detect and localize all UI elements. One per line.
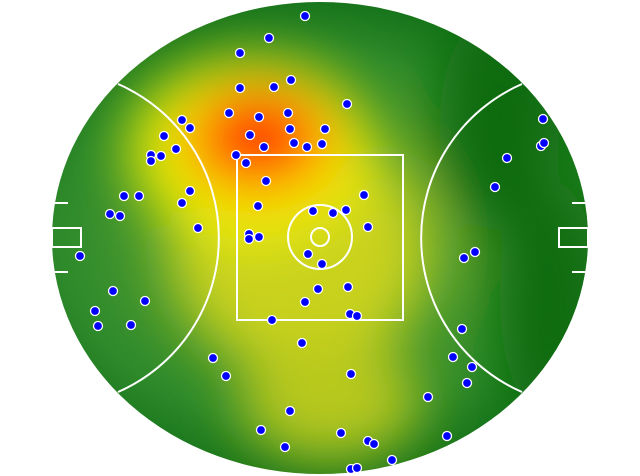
point [466,361,478,373]
point [139,295,151,307]
point [299,10,311,22]
point [107,285,119,297]
point [268,81,280,93]
point [299,296,311,308]
point [312,283,324,295]
point [386,454,398,466]
point [316,258,328,270]
point [104,208,116,220]
point [342,281,354,293]
point [279,441,291,453]
point [92,320,104,332]
point [327,207,339,219]
point [258,141,270,153]
point [422,391,434,403]
point [158,130,170,142]
point [319,123,331,135]
point [282,107,294,119]
point [501,152,513,164]
field-lines [51,83,589,393]
point [284,405,296,417]
point [296,337,308,349]
point [145,155,157,167]
point [538,137,550,149]
point [441,430,453,442]
point [368,438,380,450]
point [243,233,255,245]
point [252,200,264,212]
point [125,319,137,331]
point [176,197,188,209]
point [253,111,265,123]
point [192,222,204,234]
point [469,246,481,258]
point [351,462,363,474]
point [207,352,219,364]
point [285,74,297,86]
point [266,314,278,326]
point [89,305,101,317]
point [240,157,252,169]
point [345,368,357,380]
point [316,138,328,150]
point [184,185,196,197]
point [133,190,145,202]
point [263,32,275,44]
point [288,137,300,149]
point [74,250,86,262]
point [358,189,370,201]
point [230,149,242,161]
point [362,221,374,233]
point [307,205,319,217]
point [114,210,126,222]
point [302,248,314,260]
point [170,143,182,155]
point [340,204,352,216]
point [458,252,470,264]
point [260,175,272,187]
point [234,82,246,94]
point [176,114,188,126]
point [447,351,459,363]
point [184,122,196,134]
point [456,323,468,335]
point [155,150,167,162]
point [244,129,256,141]
point [341,98,353,110]
point [223,107,235,119]
point [489,181,501,193]
point [255,424,267,436]
point [253,231,265,243]
point [301,141,313,153]
point [220,370,232,382]
point [234,47,246,59]
point [284,123,296,135]
point [118,190,130,202]
point [537,113,549,125]
point [461,377,473,389]
point [335,427,347,439]
point [351,310,363,322]
